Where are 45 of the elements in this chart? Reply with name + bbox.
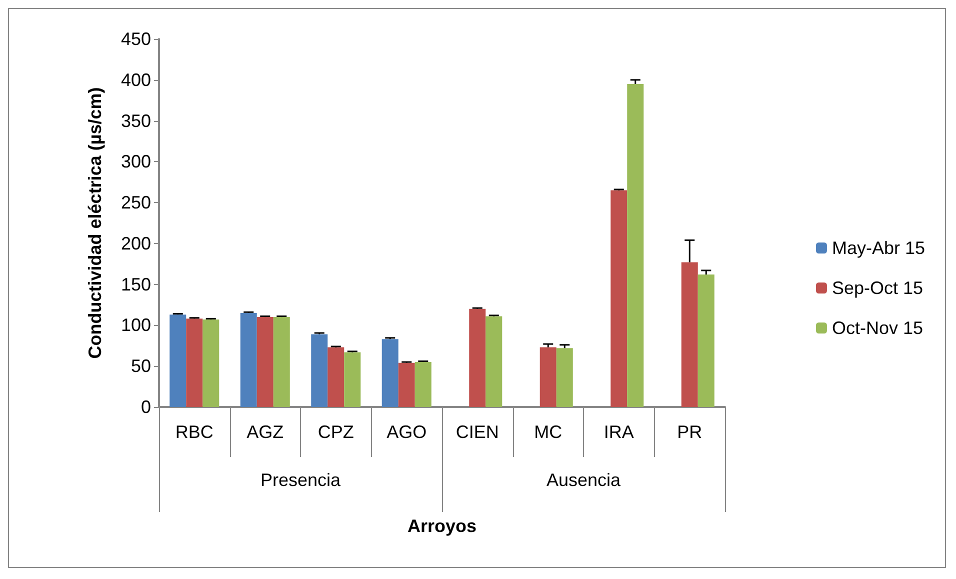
bar [170, 314, 186, 407]
y-axis-title: Conductividad eléctrica (µs/cm) [85, 87, 105, 359]
x-tick-label: RBC [175, 422, 214, 442]
text: Presencia [260, 470, 342, 490]
x-tick-label: MC [534, 422, 562, 442]
bar [610, 190, 628, 407]
bar [486, 316, 502, 407]
bar [202, 320, 220, 407]
bar [311, 334, 328, 407]
bar [469, 308, 486, 407]
bar [681, 262, 698, 407]
y-tick-label: 350 [120, 110, 151, 131]
x-tick-label: AGO [386, 422, 427, 442]
x-axis-title: Arroyos [407, 516, 477, 536]
bar [698, 274, 714, 407]
bar [240, 312, 257, 407]
bar [328, 347, 344, 407]
y-tick-label: 450 [120, 29, 151, 49]
y-tick-label: 100 [120, 315, 151, 336]
bar [256, 317, 274, 407]
y-tick-label: 50 [130, 356, 151, 376]
bar [540, 347, 556, 407]
bar [382, 339, 398, 407]
y-tick-label: 250 [120, 192, 151, 213]
legend-label: Sep-Oct 15 [832, 278, 924, 298]
x-tick-label: CIEN [456, 422, 499, 442]
bar [344, 352, 361, 407]
bar [414, 362, 432, 407]
y-tick-label: 150 [120, 274, 151, 294]
bar [556, 348, 573, 407]
text: Ausencia [546, 470, 622, 490]
bar [627, 84, 644, 407]
y-tick-label: 200 [120, 233, 151, 254]
legend-label: May-Abr 15 [832, 238, 926, 258]
legend-label: Oct-Nov 15 [832, 318, 923, 338]
y-tick-label: 400 [120, 70, 151, 90]
bar [186, 318, 203, 407]
x-tick-label: PR [677, 422, 702, 442]
x-tick-label: IRA [604, 422, 634, 442]
y-tick-label: 0 [140, 397, 151, 417]
y-tick-label: 300 [120, 152, 151, 172]
x-tick-label: AGZ [246, 422, 284, 442]
bar [273, 317, 290, 407]
bar [398, 362, 415, 407]
x-tick-label: CPZ [318, 422, 354, 442]
